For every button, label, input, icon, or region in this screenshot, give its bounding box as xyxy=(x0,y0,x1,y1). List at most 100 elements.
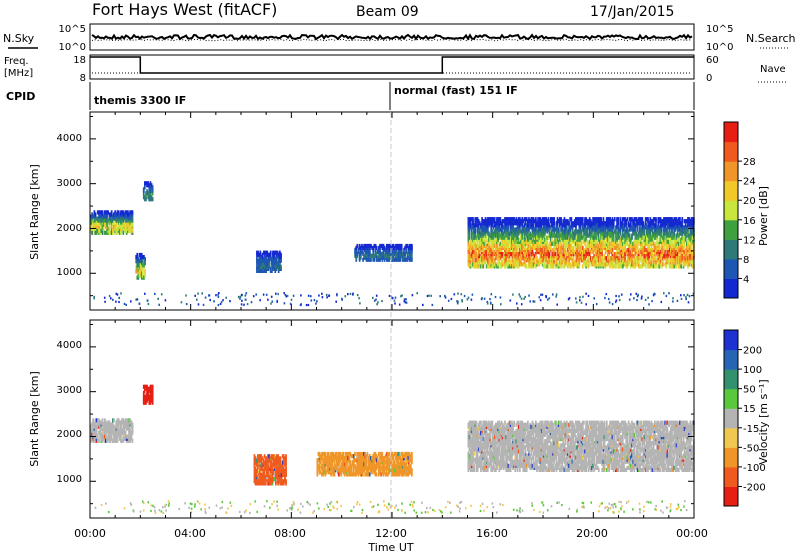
heatmap-cell xyxy=(334,472,336,476)
heatmap-cell xyxy=(590,250,592,254)
heatmap-cell xyxy=(132,217,134,221)
heatmap-cell xyxy=(405,248,407,252)
heatmap-cell xyxy=(394,300,396,302)
heatmap-cell xyxy=(311,299,313,301)
heatmap-cell xyxy=(280,265,282,269)
heatmap-cell xyxy=(568,221,570,225)
heatmap-cell xyxy=(209,299,211,301)
heatmap-cell xyxy=(681,298,683,300)
heatmap-cell xyxy=(270,251,272,255)
heatmap-cell xyxy=(376,295,378,297)
heatmap-cell xyxy=(444,295,446,297)
heatmap-cell xyxy=(500,217,502,221)
heatmap-cell xyxy=(665,264,667,268)
heatmap-cell xyxy=(616,299,618,301)
heatmap-cell xyxy=(245,299,247,301)
heatmap-cell xyxy=(550,246,552,250)
nsky-tick-bottom: 10^0 xyxy=(59,42,86,53)
heatmap-cell xyxy=(554,252,556,256)
heatmap-cell xyxy=(306,304,308,306)
heatmap-cell xyxy=(280,253,282,257)
heatmap-cell xyxy=(259,299,261,301)
heatmap-cell xyxy=(618,295,620,297)
heatmap-cell xyxy=(381,300,383,302)
heatmap-cell xyxy=(104,297,106,299)
power-ytick-1000: 1000 xyxy=(57,267,82,278)
heatmap-cell xyxy=(152,385,154,389)
heatmap-cell xyxy=(354,452,356,456)
heatmap-cell xyxy=(154,293,156,295)
heatmap-cell xyxy=(630,293,632,295)
heatmap-cell xyxy=(142,269,144,273)
freq-trace xyxy=(90,57,694,73)
heatmap-cell xyxy=(587,229,589,233)
heatmap-cell xyxy=(213,300,215,302)
heatmap-cell xyxy=(560,242,562,246)
heatmap-cell xyxy=(529,300,531,302)
heatmap-cell xyxy=(247,303,249,305)
heatmap-cell xyxy=(542,294,544,296)
heatmap-cell xyxy=(677,300,679,302)
heatmap-cell xyxy=(648,303,650,305)
heatmap-cell xyxy=(251,301,253,303)
heatmap-cell xyxy=(416,292,418,294)
freq-tick-top: 18 xyxy=(73,55,86,66)
heatmap-cell xyxy=(672,297,674,299)
heatmap-cell xyxy=(519,296,521,298)
heatmap-cell xyxy=(556,304,558,306)
heatmap-cell xyxy=(130,300,132,302)
heatmap-cell xyxy=(432,304,434,306)
heatmap-cell xyxy=(645,299,647,301)
heatmap-cell xyxy=(95,212,97,216)
heatmap-cell xyxy=(374,300,376,302)
freq-tick-bottom: 8 xyxy=(80,73,86,84)
heatmap-cell xyxy=(125,304,127,306)
heatmap-cell xyxy=(461,293,463,295)
heatmap-cell xyxy=(144,293,146,295)
heatmap-cell xyxy=(668,240,670,244)
heatmap-cell xyxy=(495,296,497,298)
heatmap-cell xyxy=(148,303,150,305)
heatmap-cell xyxy=(481,297,483,299)
heatmap-cell xyxy=(285,479,287,483)
heatmap-cell xyxy=(144,185,146,189)
heatmap-cell xyxy=(328,452,330,456)
heatmap-cell xyxy=(549,297,551,299)
heatmap-cell xyxy=(137,298,139,300)
heatmap-cell xyxy=(284,302,286,304)
heatmap-cell xyxy=(132,439,134,443)
heatmap-cell xyxy=(579,299,581,301)
heatmap-cell xyxy=(395,297,397,299)
heatmap-cell xyxy=(556,293,558,295)
heatmap-cell xyxy=(457,302,459,304)
heatmap-cell xyxy=(688,301,690,303)
heatmap-cell xyxy=(494,217,496,221)
heatmap-cell xyxy=(461,299,463,301)
heatmap-cell xyxy=(545,295,547,297)
heatmap-cell xyxy=(545,256,547,260)
heatmap-cell xyxy=(315,303,317,305)
heatmap-cell xyxy=(376,303,378,305)
heatmap-cell xyxy=(566,225,568,229)
heatmap-cell xyxy=(654,293,656,295)
date-label: 17/Jan/2015 xyxy=(590,4,674,20)
heatmap-cell xyxy=(314,299,316,301)
heatmap-cell xyxy=(283,292,285,294)
power-ytick-3000: 3000 xyxy=(57,178,82,189)
heatmap-cell xyxy=(641,297,643,299)
heatmap-cell xyxy=(263,294,265,296)
heatmap-cell xyxy=(617,221,619,225)
heatmap-cell xyxy=(113,221,115,225)
heatmap-cell xyxy=(536,256,538,260)
heatmap-cell xyxy=(593,297,595,299)
heatmap-cell xyxy=(671,240,673,244)
heatmap-cell xyxy=(581,240,583,244)
heatmap-cell xyxy=(575,297,577,299)
heatmap-cell xyxy=(512,294,514,296)
heatmap-cell xyxy=(91,231,93,235)
heatmap-cell xyxy=(663,292,665,294)
heatmap-cell xyxy=(585,293,587,295)
heatmap-cell xyxy=(406,302,408,304)
heatmap-cell xyxy=(411,244,413,248)
nsky-tick-top: 10^5 xyxy=(59,24,86,35)
